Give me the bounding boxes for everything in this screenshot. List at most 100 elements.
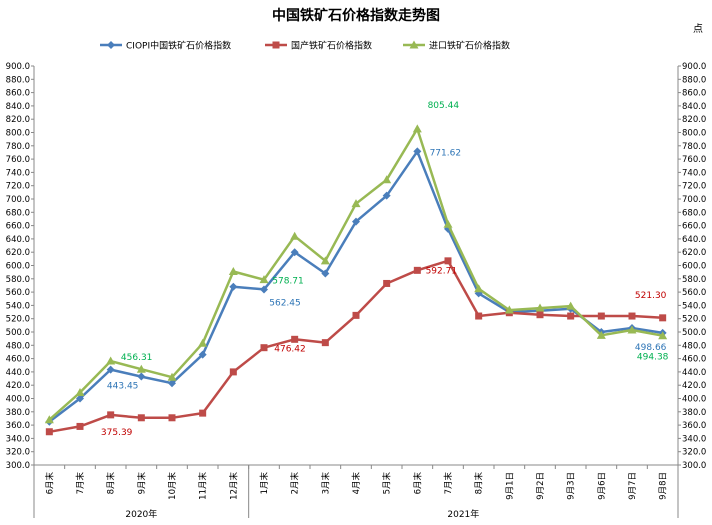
unit-label: 点: [693, 23, 703, 35]
data-point: [352, 311, 360, 319]
x-tick-label: 9月8日: [659, 472, 669, 500]
y-tick-label-left: 520.0: [6, 315, 30, 325]
x-tick-label: 4月末: [351, 472, 362, 495]
data-point: [137, 414, 145, 422]
data-point: [444, 257, 452, 265]
data-point: [597, 312, 605, 320]
y-tick-label-right: 360.0: [682, 421, 706, 431]
data-label: 375.39: [101, 428, 133, 438]
y-tick-label-right: 620.0: [682, 248, 706, 258]
data-labels: 443.45 456.31 375.39 578.71 562.45 476.42 805.…: [101, 101, 669, 438]
data-label: 805.44: [428, 101, 460, 111]
legend-label: 国产铁矿石价格指数: [291, 40, 372, 52]
x-tick-label: 9月1日: [505, 472, 515, 500]
x-tick-label: 9月末: [136, 472, 147, 495]
data-point: [321, 269, 330, 278]
y-tick-label-left: 900.0: [6, 62, 30, 72]
data-point: [137, 372, 146, 381]
data-point: [352, 217, 360, 226]
data-point: [260, 285, 268, 294]
data-point: [228, 266, 238, 275]
data-point: [75, 388, 85, 397]
data-point: [198, 338, 208, 347]
data-label: 494.38: [637, 353, 669, 363]
data-point: [106, 365, 115, 374]
year-group-label: 2020年: [125, 508, 157, 520]
data-point: [596, 330, 606, 339]
axes: 300.0 320.0 340.0 360.0 380.0 400.0 420.0 440.0…: [6, 62, 707, 520]
x-tick-label: 6月末: [44, 472, 55, 495]
x-tick-label: 9月7日: [628, 472, 638, 500]
data-label: 592.71: [426, 266, 458, 276]
y-tick-label-right: 440.0: [682, 368, 706, 378]
x-tick-label: 2月末: [290, 472, 301, 495]
y-tick-label-left: 540.0: [6, 301, 30, 311]
y-tick-label-right: 320.0: [682, 448, 706, 458]
data-point: [76, 394, 84, 403]
data-label: 498.66: [635, 343, 667, 353]
x-tick-label: 8月末: [106, 472, 117, 495]
y-tick-label-left: 320.0: [6, 448, 30, 458]
data-point: [412, 124, 422, 133]
y-tick-label-left: 580.0: [6, 275, 30, 285]
y-tick-label-left: 640.0: [6, 235, 30, 245]
y-tick-label-left: 300.0: [6, 461, 30, 471]
data-point: [320, 256, 330, 265]
data-point: [321, 339, 329, 347]
series-2: [44, 124, 668, 424]
data-point: [260, 344, 268, 352]
y-tick-label-right: 540.0: [682, 301, 706, 311]
data-point: [76, 422, 84, 430]
x-tick-label: 1月末: [259, 472, 270, 495]
x-tick-label: 5月末: [382, 472, 393, 495]
data-point: [229, 368, 237, 376]
data-label: 456.31: [121, 353, 153, 363]
data-point: [136, 364, 146, 373]
data-point: [199, 409, 207, 417]
y-tick-label-left: 860.0: [6, 89, 30, 99]
data-point: [167, 372, 177, 381]
data-point: [504, 305, 514, 314]
y-tick-label-left: 380.0: [6, 408, 30, 418]
legend-item-1: 国产铁矿石价格指数: [265, 40, 372, 52]
data-point: [168, 414, 176, 422]
y-tick-label-right: 480.0: [682, 341, 706, 351]
y-tick-label-right: 880.0: [682, 75, 706, 85]
series-1: [45, 257, 667, 436]
legend-marker: [409, 40, 419, 49]
data-point: [107, 411, 115, 419]
data-point: [475, 312, 483, 320]
data-point: [290, 231, 300, 240]
data-point: [382, 175, 392, 184]
x-tick-label: 3月末: [320, 472, 331, 495]
y-tick-label-right: 520.0: [682, 315, 706, 325]
data-point: [45, 428, 53, 436]
data-point: [658, 331, 668, 340]
data-label: 521.30: [635, 291, 667, 301]
y-tick-label-right: 580.0: [682, 275, 706, 285]
y-tick-label-right: 840.0: [682, 102, 706, 112]
y-tick-label-left: 560.0: [6, 288, 30, 298]
data-point: [474, 284, 484, 293]
y-tick-label-left: 400.0: [6, 395, 30, 405]
y-tick-label-left: 500.0: [6, 328, 30, 338]
y-tick-label-right: 600.0: [682, 262, 706, 272]
y-tick-label-left: 480.0: [6, 341, 30, 351]
data-point: [413, 147, 422, 156]
legend-marker: [107, 41, 115, 49]
data-point: [259, 275, 269, 284]
series-0: [45, 147, 667, 426]
data-point: [44, 415, 54, 424]
y-tick-label-left: 660.0: [6, 222, 30, 232]
y-tick-label-left: 720.0: [6, 182, 30, 192]
y-tick-label-right: 760.0: [682, 155, 706, 165]
data-point: [627, 325, 637, 334]
data-label: 476.42: [274, 345, 306, 355]
y-tick-label-right: 720.0: [682, 182, 706, 192]
y-tick-label-left: 760.0: [6, 155, 30, 165]
y-tick-label-left: 600.0: [6, 262, 30, 272]
series-layer: [44, 124, 668, 436]
